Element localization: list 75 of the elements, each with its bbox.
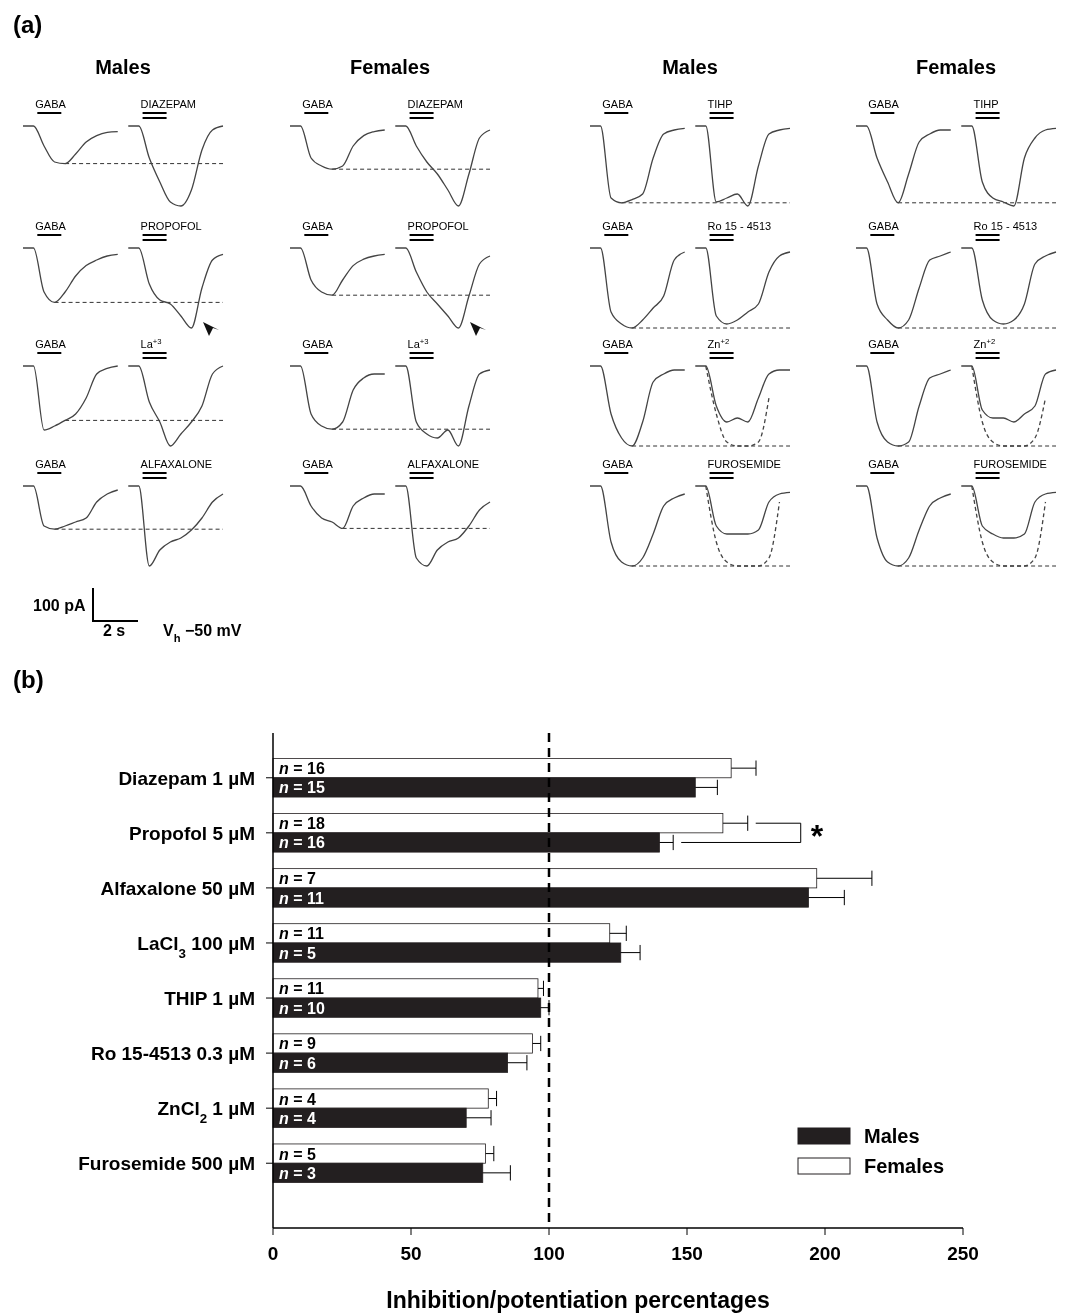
series-label: Zn$^{+2}$ <box>707 336 730 350</box>
annotation: n = 3 <box>279 1164 317 1182</box>
annotation: n = 5 <box>279 944 317 962</box>
series-label: GABA <box>35 220 67 232</box>
x-tick-label: 200 <box>809 1243 841 1264</box>
x-axis-title: Inhibition/potentiation percentages <box>386 1287 770 1313</box>
y-tick-label: Diazepam 1 µM <box>118 767 255 789</box>
text: V$_{h}$ −50 mV <box>163 622 242 644</box>
y-tick-label: Ro 15-4513 0.3 µM <box>90 1043 255 1065</box>
series-label: GABA <box>35 338 67 350</box>
series-label: TIHP <box>707 98 733 110</box>
series-label: DIAZEPAM <box>140 98 196 110</box>
chart-title: Females <box>915 56 997 78</box>
text: 2 s <box>103 622 126 639</box>
series-label: GABA <box>602 458 634 470</box>
text: (a) <box>13 11 43 38</box>
annotation: n = 16 <box>279 760 325 778</box>
annotation: n = 7 <box>279 870 317 888</box>
series-label: PROPOFOL <box>407 220 469 232</box>
series-label: La$^{+3}$ <box>140 336 162 350</box>
series-label: PROPOFOL <box>140 220 202 232</box>
series-label: GABA <box>602 220 634 232</box>
annotation: n = 18 <box>279 815 325 833</box>
series-label: DIAZEPAM <box>407 98 463 110</box>
series-label: GABA <box>868 338 900 350</box>
y-tick-label: ZnCl$_{2}$ 1 µM <box>157 1098 255 1126</box>
series-label: Ro 15 - 4513 <box>707 220 772 232</box>
series-label: GABA <box>868 458 900 470</box>
chart-title: Males <box>95 56 151 78</box>
series-label: TIHP <box>973 98 999 110</box>
annotation: * <box>810 817 824 854</box>
series-label: La$^{+3}$ <box>407 336 429 350</box>
series-label: GABA <box>302 220 334 232</box>
y-tick-label: Alfaxalone 50 µM <box>100 877 255 899</box>
annotation: n = 4 <box>279 1090 317 1108</box>
series-label: GABA <box>602 338 634 350</box>
y-tick-label: Furosemide 500 µM <box>78 1153 255 1175</box>
series-label: ALFAXALONE <box>140 458 213 470</box>
annotation: n = 11 <box>279 980 325 998</box>
chart-title: Males <box>662 56 718 78</box>
series-label: GABA <box>35 458 67 470</box>
series-label: GABA <box>868 98 900 110</box>
y-tick-label: THIP 1 µM <box>164 988 255 1010</box>
x-tick-label: 0 <box>267 1243 279 1264</box>
annotation: n = 10 <box>279 999 325 1017</box>
y-tick-label: Propofol 5 µM <box>129 822 255 844</box>
series-label: Zn$^{+2}$ <box>973 336 996 350</box>
series-label: GABA <box>868 220 900 232</box>
x-tick-label: 150 <box>671 1243 703 1264</box>
series-label: GABA <box>302 458 334 470</box>
x-tick-label: 100 <box>533 1243 565 1264</box>
series-label: GABA <box>302 338 334 350</box>
y-tick-label: LaCl$_{3}$ 100 µM <box>137 932 255 961</box>
series-label: GABA <box>602 98 634 110</box>
annotation: n = 15 <box>279 779 325 797</box>
annotation: n = 6 <box>279 1054 317 1072</box>
annotation: n = 4 <box>279 1109 317 1127</box>
series-label: FUROSEMIDE <box>973 458 1047 470</box>
x-tick-label: 50 <box>400 1243 422 1264</box>
series-label: Ro 15 - 4513 <box>973 220 1038 232</box>
series-label: ALFAXALONE <box>407 458 480 470</box>
legend-label: Males <box>864 1125 920 1147</box>
annotation: n = 5 <box>279 1145 317 1163</box>
chart-title: Females <box>349 56 431 78</box>
annotation: n = 16 <box>279 834 325 852</box>
annotation: n = 11 <box>279 925 325 943</box>
series-label: FUROSEMIDE <box>707 458 781 470</box>
x-tick-label: 250 <box>947 1243 979 1264</box>
text: 100 pA <box>33 597 86 614</box>
series-label: GABA <box>35 98 67 110</box>
annotation: n = 9 <box>279 1035 317 1053</box>
text: (b) <box>13 666 44 693</box>
series-label: GABA <box>302 98 334 110</box>
annotation: n = 11 <box>279 889 325 907</box>
legend-label: Females <box>864 1155 945 1177</box>
